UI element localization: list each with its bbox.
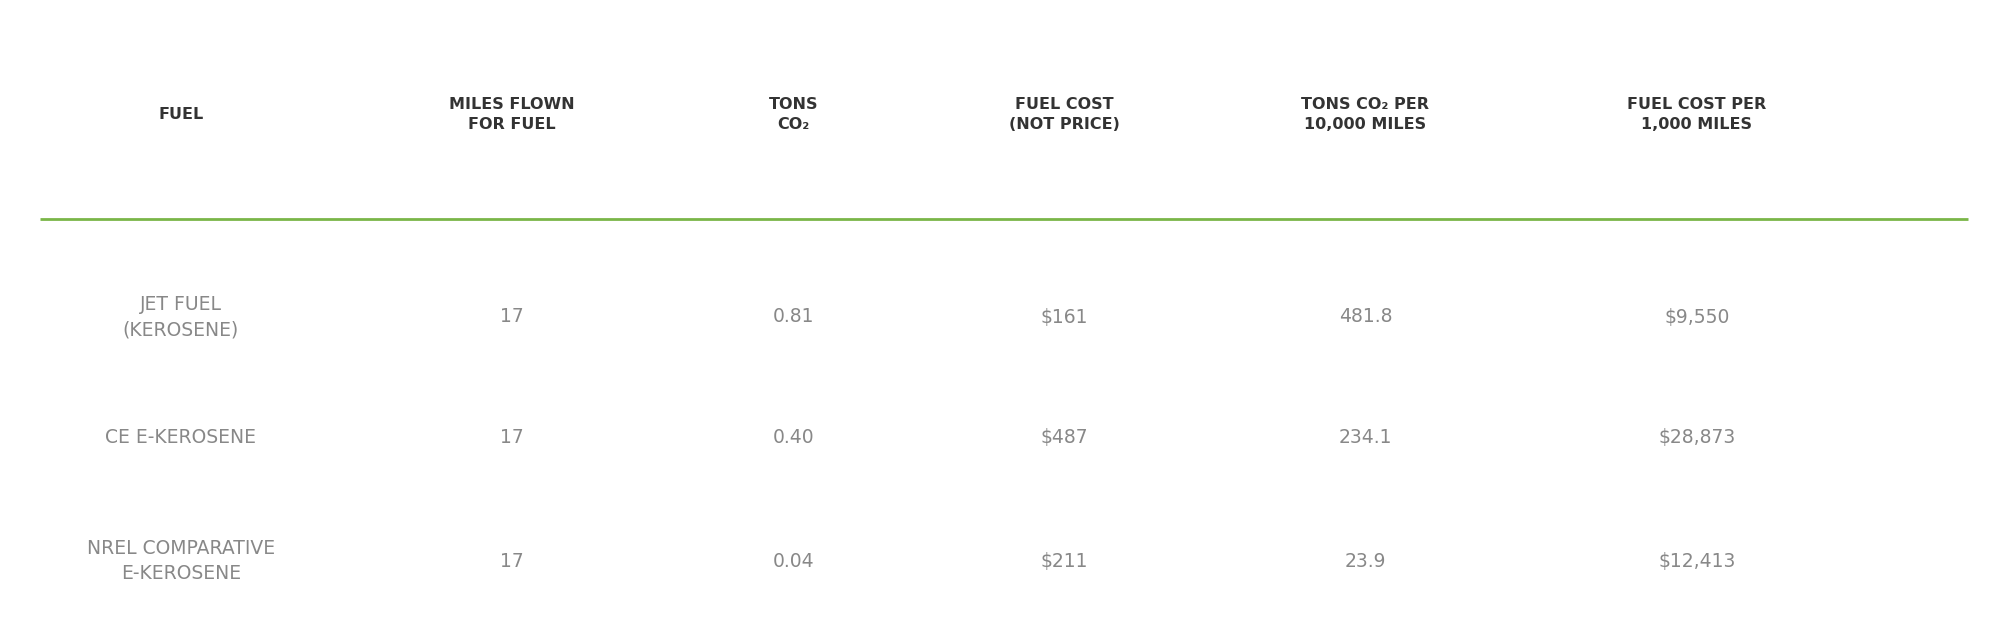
Text: FUEL COST PER
1,000 MILES: FUEL COST PER 1,000 MILES	[1626, 97, 1766, 131]
Text: $12,413: $12,413	[1658, 552, 1734, 571]
Text: 0.40: 0.40	[773, 428, 813, 447]
Text: 0.04: 0.04	[773, 552, 813, 571]
Text: TONS
CO₂: TONS CO₂	[769, 97, 817, 131]
Text: TONS CO₂ PER
10,000 MILES: TONS CO₂ PER 10,000 MILES	[1301, 97, 1429, 131]
Text: $211: $211	[1040, 552, 1088, 571]
Text: CE E-KEROSENE: CE E-KEROSENE	[104, 428, 257, 447]
Text: 0.81: 0.81	[773, 307, 813, 327]
Text: 234.1: 234.1	[1339, 428, 1391, 447]
Text: $28,873: $28,873	[1658, 428, 1734, 447]
Text: 23.9: 23.9	[1345, 552, 1385, 571]
Text: $9,550: $9,550	[1664, 307, 1728, 327]
Text: 17: 17	[500, 307, 524, 327]
Text: FUEL COST
(NOT PRICE): FUEL COST (NOT PRICE)	[1008, 97, 1120, 131]
Text: $487: $487	[1040, 428, 1088, 447]
Text: 481.8: 481.8	[1339, 307, 1391, 327]
Text: 17: 17	[500, 428, 524, 447]
Text: $161: $161	[1040, 307, 1088, 327]
Text: JET FUEL
(KEROSENE): JET FUEL (KEROSENE)	[122, 295, 239, 339]
Text: 17: 17	[500, 552, 524, 571]
Text: MILES FLOWN
FOR FUEL: MILES FLOWN FOR FUEL	[450, 97, 574, 131]
Text: NREL COMPARATIVE
E-KEROSENE: NREL COMPARATIVE E-KEROSENE	[86, 539, 275, 583]
Text: FUEL: FUEL	[159, 107, 203, 122]
